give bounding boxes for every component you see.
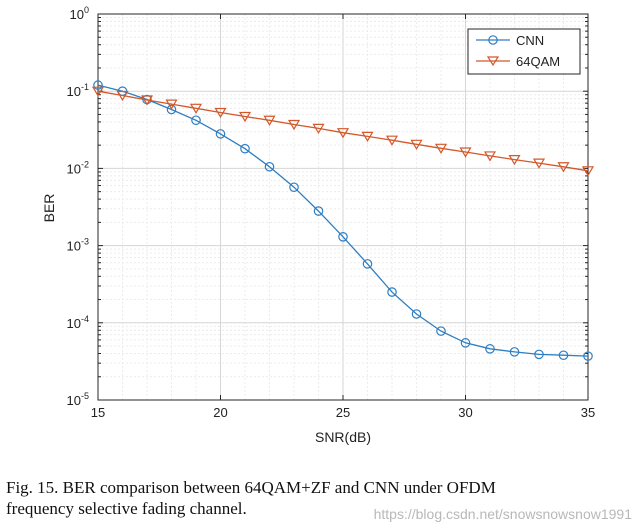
x-tick-label: 25	[336, 405, 350, 420]
data-point-64qam	[434, 143, 448, 155]
data-point-64qam	[263, 115, 276, 126]
data-point-64qam	[410, 139, 423, 151]
y-tick-mantissa: 10	[70, 7, 84, 22]
data-point-cnn	[534, 349, 544, 360]
legend-label-64qam: 64QAM	[516, 54, 560, 69]
data-point-cnn	[436, 326, 446, 336]
y-tick-exponent: 0	[84, 5, 89, 15]
data-point-cnn	[485, 344, 495, 354]
data-point-cnn	[460, 338, 471, 348]
data-point-cnn	[93, 80, 103, 90]
y-axis-label: BER	[41, 194, 57, 223]
series-line-64qam	[97, 90, 589, 172]
data-point-cnn	[215, 129, 226, 139]
figure-caption: Fig. 15. BER comparison between 64QAM+ZF…	[6, 477, 632, 519]
y-tick-exponent: -4	[81, 314, 89, 324]
y-tick-exponent: -1	[81, 82, 89, 92]
data-point-cnn	[558, 350, 569, 361]
x-tick-label: 35	[581, 405, 595, 420]
data-point-cnn	[313, 206, 324, 216]
data-point-64qam	[238, 111, 252, 123]
y-tick-label: 10-5	[67, 391, 89, 408]
data-point-64qam	[459, 147, 472, 158]
legend: CNN 64QAM	[467, 28, 581, 75]
data-point-64qam	[483, 151, 497, 162]
series-line-cnn	[97, 84, 589, 357]
data-point-64qam	[91, 86, 105, 97]
data-point-cnn	[362, 259, 373, 269]
legend-box	[467, 28, 581, 75]
data-point-64qam	[214, 107, 227, 119]
data-point-64qam	[140, 95, 154, 106]
data-point-64qam	[312, 123, 325, 135]
x-tick-label: 30	[458, 405, 472, 420]
data-point-64qam	[165, 99, 178, 110]
y-tick-exponent: -5	[81, 391, 89, 401]
data-point-cnn	[338, 232, 348, 242]
data-point-64qam	[336, 128, 350, 139]
data-point-cnn	[166, 104, 177, 115]
y-tick-label: 10-1	[67, 82, 89, 99]
caption-line-1: Fig. 15. BER comparison between 64QAM+ZF…	[6, 478, 496, 497]
x-tick-label: 20	[213, 405, 227, 420]
y-tick-label: 10-2	[67, 159, 89, 176]
y-tick-mantissa: 10	[67, 84, 81, 99]
data-point-64qam	[189, 103, 203, 115]
data-point-64qam	[581, 166, 595, 177]
grid	[97, 14, 589, 401]
data-point-64qam	[385, 135, 399, 146]
data-point-cnn	[583, 351, 593, 361]
data-point-64qam	[557, 162, 570, 173]
legend-marker-64qam	[486, 56, 500, 67]
legend-marker-cnn	[488, 35, 498, 45]
y-tick-mantissa: 10	[67, 161, 81, 176]
legend-label-cnn: CNN	[516, 33, 544, 48]
y-tick-mantissa: 10	[67, 239, 81, 254]
data-point-64qam	[532, 158, 546, 169]
data-point-64qam	[508, 155, 521, 166]
data-point-cnn	[411, 309, 422, 319]
data-point-64qam	[361, 131, 374, 143]
y-tick-mantissa: 10	[67, 393, 81, 408]
data-point-64qam	[116, 90, 129, 102]
data-point-64qam	[287, 119, 301, 131]
x-axis-label: SNR(dB)	[315, 429, 371, 445]
y-tick-label: 10-4	[67, 314, 89, 331]
data-point-cnn	[191, 115, 201, 126]
data-point-cnn	[264, 161, 275, 172]
y-tick-label: 100	[70, 5, 89, 22]
caption-line-2: frequency selective fading channel.	[6, 499, 247, 518]
data-point-cnn	[289, 182, 299, 193]
watermark: https://blog.csdn.net/snowsnowsnow1991	[373, 506, 632, 522]
y-tick-label: 10-3	[67, 237, 89, 254]
data-point-cnn	[240, 143, 250, 154]
x-tick-label: 15	[91, 405, 105, 420]
y-tick-exponent: -3	[81, 237, 89, 247]
data-point-cnn	[387, 287, 397, 297]
data-point-cnn	[509, 347, 520, 357]
series-layer	[91, 80, 595, 361]
y-tick-exponent: -2	[81, 159, 89, 169]
y-tick-mantissa: 10	[67, 316, 81, 331]
